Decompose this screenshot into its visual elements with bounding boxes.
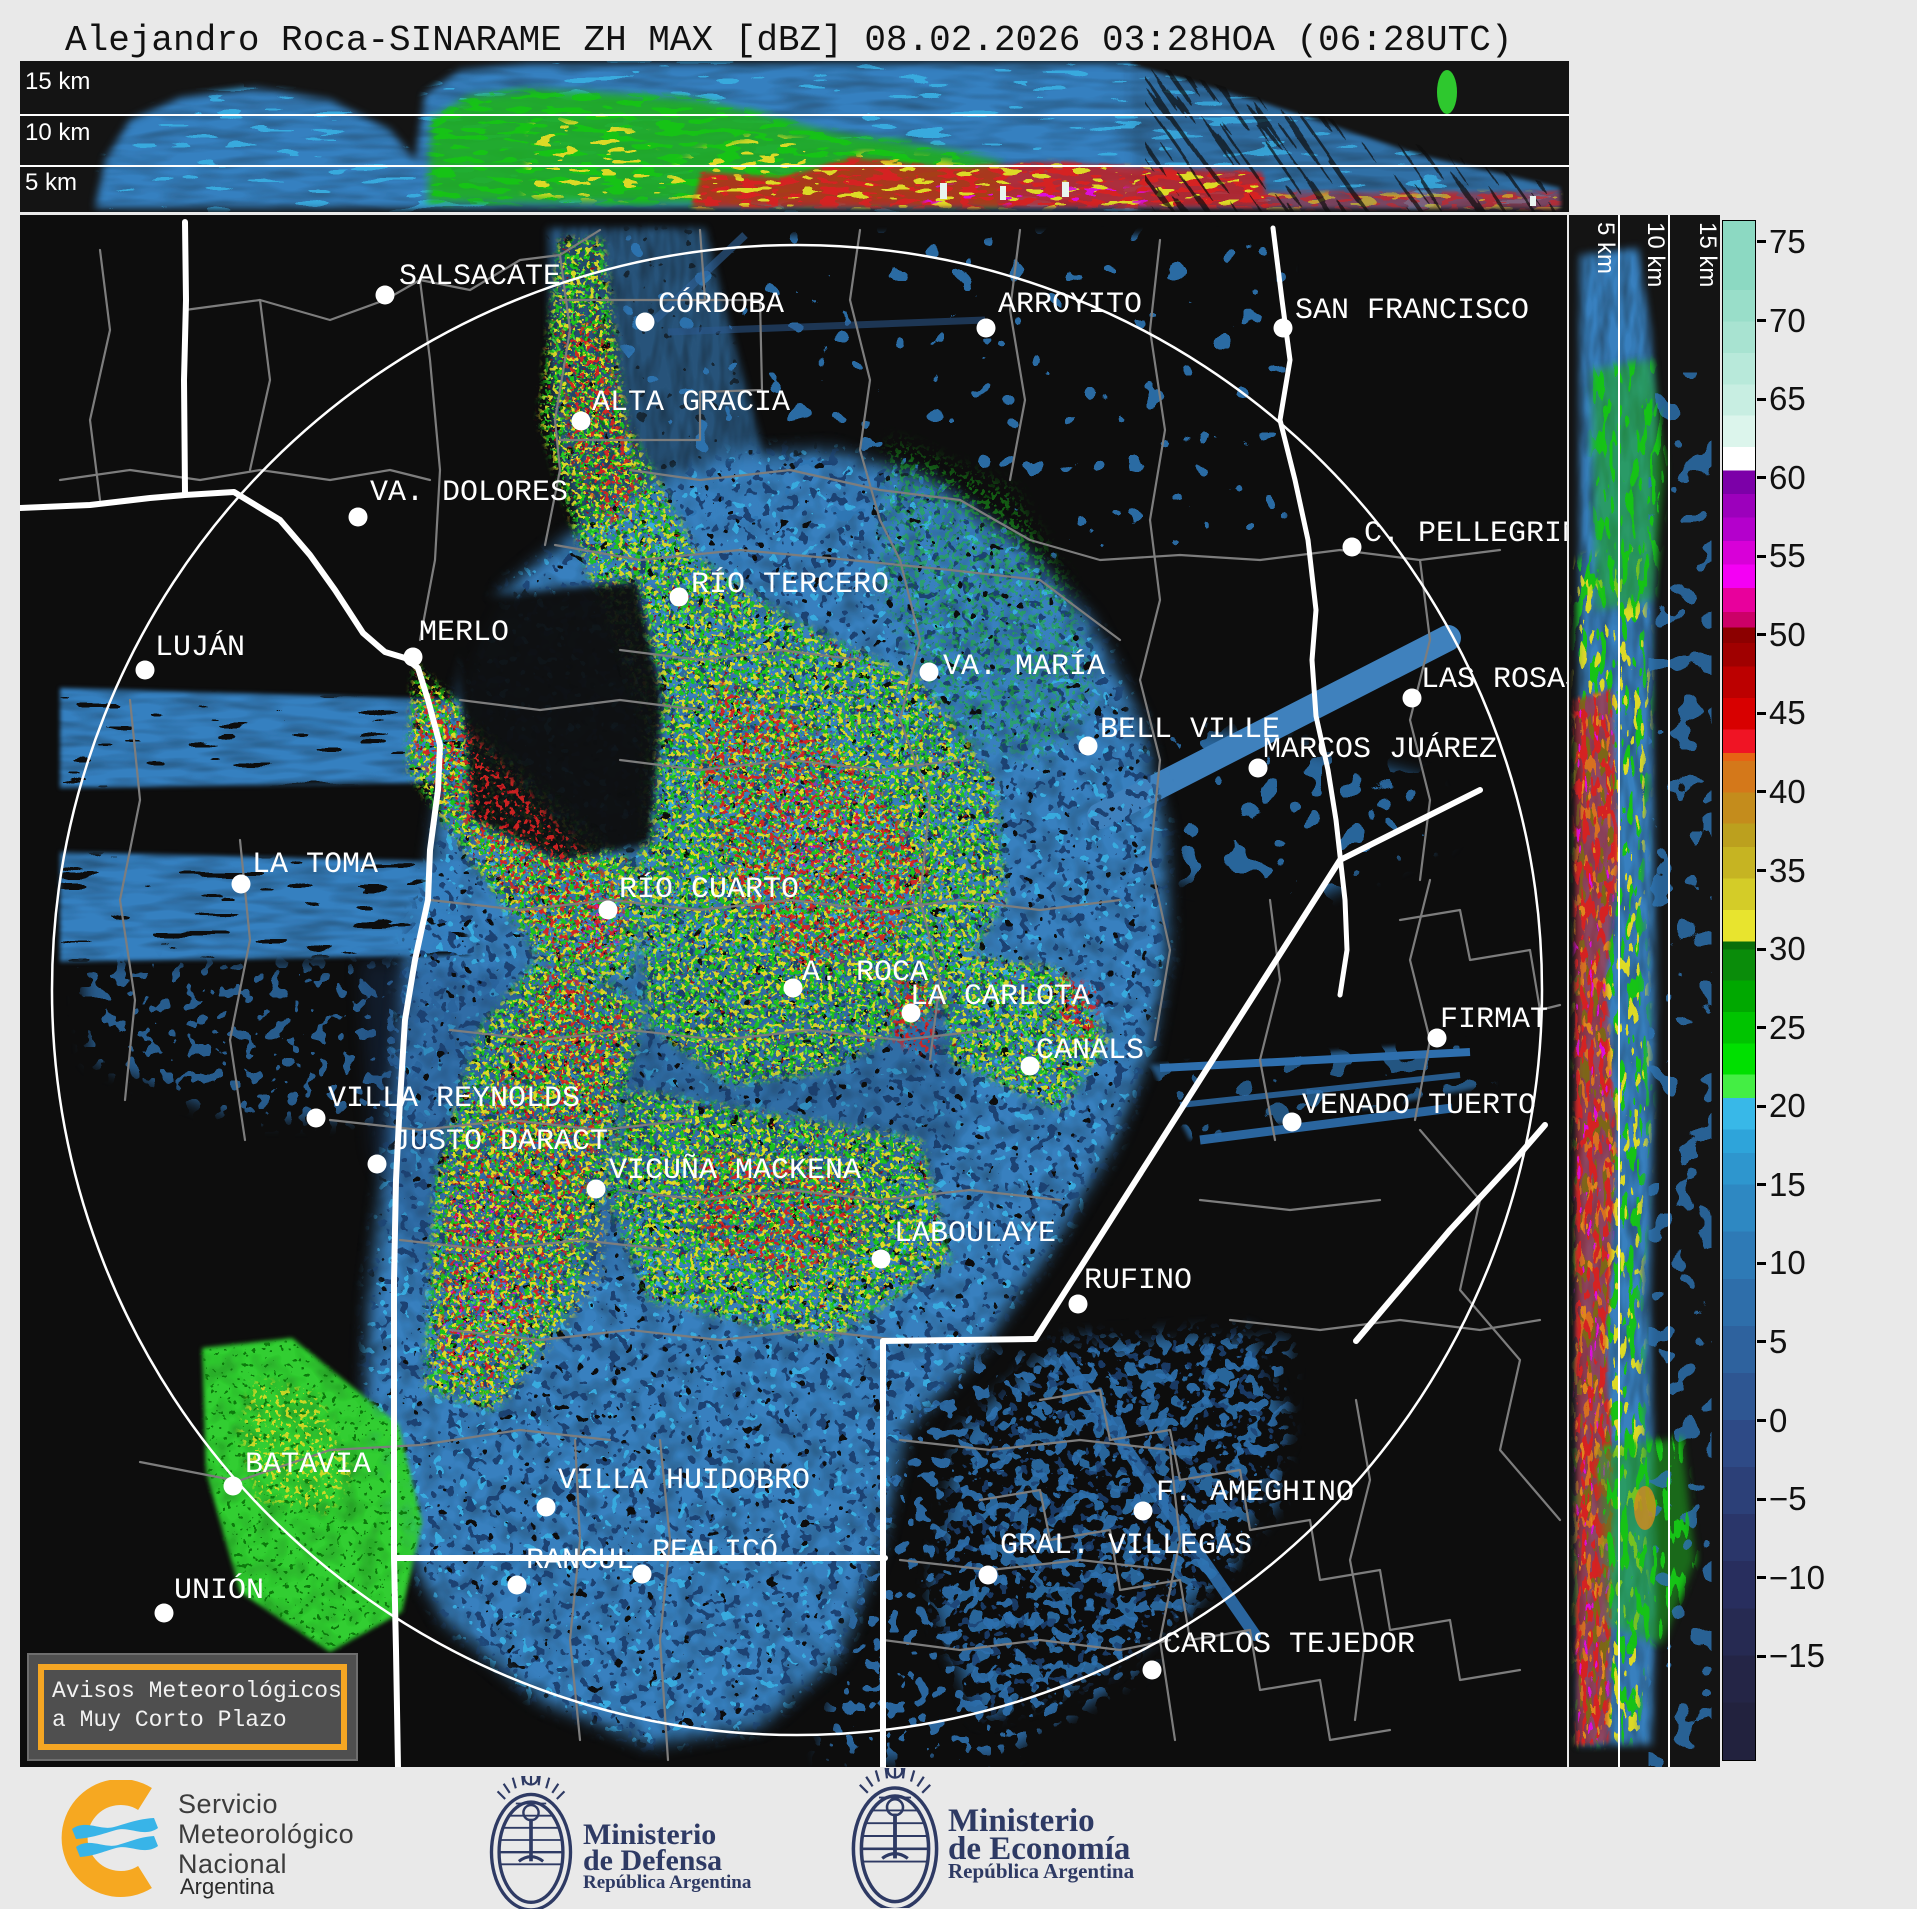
svg-text:VILLA REYNOLDS: VILLA REYNOLDS: [328, 1082, 580, 1116]
svg-text:VILLA HUIDOBRO: VILLA HUIDOBRO: [558, 1464, 810, 1498]
svg-text:MERLO: MERLO: [419, 616, 509, 650]
svg-text:BELL VILLE: BELL VILLE: [1100, 713, 1280, 747]
svg-text:LA CARLOTA: LA CARLOTA: [910, 980, 1090, 1014]
svg-text:10 km: 10 km: [1642, 222, 1669, 287]
svg-text:10 km: 10 km: [25, 119, 90, 146]
svg-text:CÓRDOBA: CÓRDOBA: [658, 287, 784, 322]
svg-text:RANCUL: RANCUL: [526, 1544, 634, 1578]
svg-text:VENADO TUERTO: VENADO TUERTO: [1302, 1089, 1536, 1123]
svg-text:5 km: 5 km: [1592, 222, 1619, 274]
svg-text:F. AMEGHINO: F. AMEGHINO: [1156, 1476, 1354, 1510]
svg-text:15 km: 15 km: [1694, 222, 1720, 287]
svg-text:A. ROCA: A. ROCA: [802, 956, 928, 990]
svg-text:UNIÓN: UNIÓN: [174, 1573, 264, 1608]
svg-text:VA. DOLORES: VA. DOLORES: [370, 476, 568, 510]
svg-text:C. PELLEGRINI: C. PELLEGRINI: [1364, 517, 1567, 551]
svg-text:ALTA GRACIA: ALTA GRACIA: [592, 386, 790, 420]
svg-text:RÍO CUARTO: RÍO CUARTO: [619, 872, 799, 907]
svg-text:15 km: 15 km: [25, 68, 90, 95]
svg-text:SALSACATE: SALSACATE: [399, 260, 561, 294]
svg-text:MARCOS JUÁREZ: MARCOS JUÁREZ: [1263, 732, 1497, 767]
svg-text:SAN FRANCISCO: SAN FRANCISCO: [1295, 294, 1529, 328]
svg-text:JUSTO DARACT: JUSTO DARACT: [392, 1125, 608, 1159]
svg-text:VA. MARÍA: VA. MARÍA: [943, 649, 1105, 684]
svg-text:LABOULAYE: LABOULAYE: [894, 1217, 1056, 1251]
svg-text:LUJÁN: LUJÁN: [155, 630, 245, 665]
svg-text:LA TOMA: LA TOMA: [252, 848, 378, 882]
svg-text:CANALS: CANALS: [1036, 1034, 1144, 1068]
svg-text:REALICÓ: REALICÓ: [652, 1534, 778, 1569]
svg-text:GRAL. VILLEGAS: GRAL. VILLEGAS: [1000, 1529, 1252, 1563]
svg-text:ARROYITO: ARROYITO: [998, 288, 1142, 322]
svg-text:VICUÑA MACKENA: VICUÑA MACKENA: [609, 1153, 861, 1188]
svg-text:CARLOS TEJEDOR: CARLOS TEJEDOR: [1163, 1628, 1415, 1662]
svg-text:BATAVIA: BATAVIA: [245, 1448, 371, 1482]
svg-text:RUFINO: RUFINO: [1084, 1264, 1192, 1298]
svg-text:5 km: 5 km: [25, 169, 77, 196]
svg-text:RÍO TERCERO: RÍO TERCERO: [691, 567, 889, 602]
svg-text:LAS ROSAS: LAS ROSAS: [1421, 663, 1567, 697]
svg-text:FIRMAT: FIRMAT: [1440, 1003, 1548, 1037]
